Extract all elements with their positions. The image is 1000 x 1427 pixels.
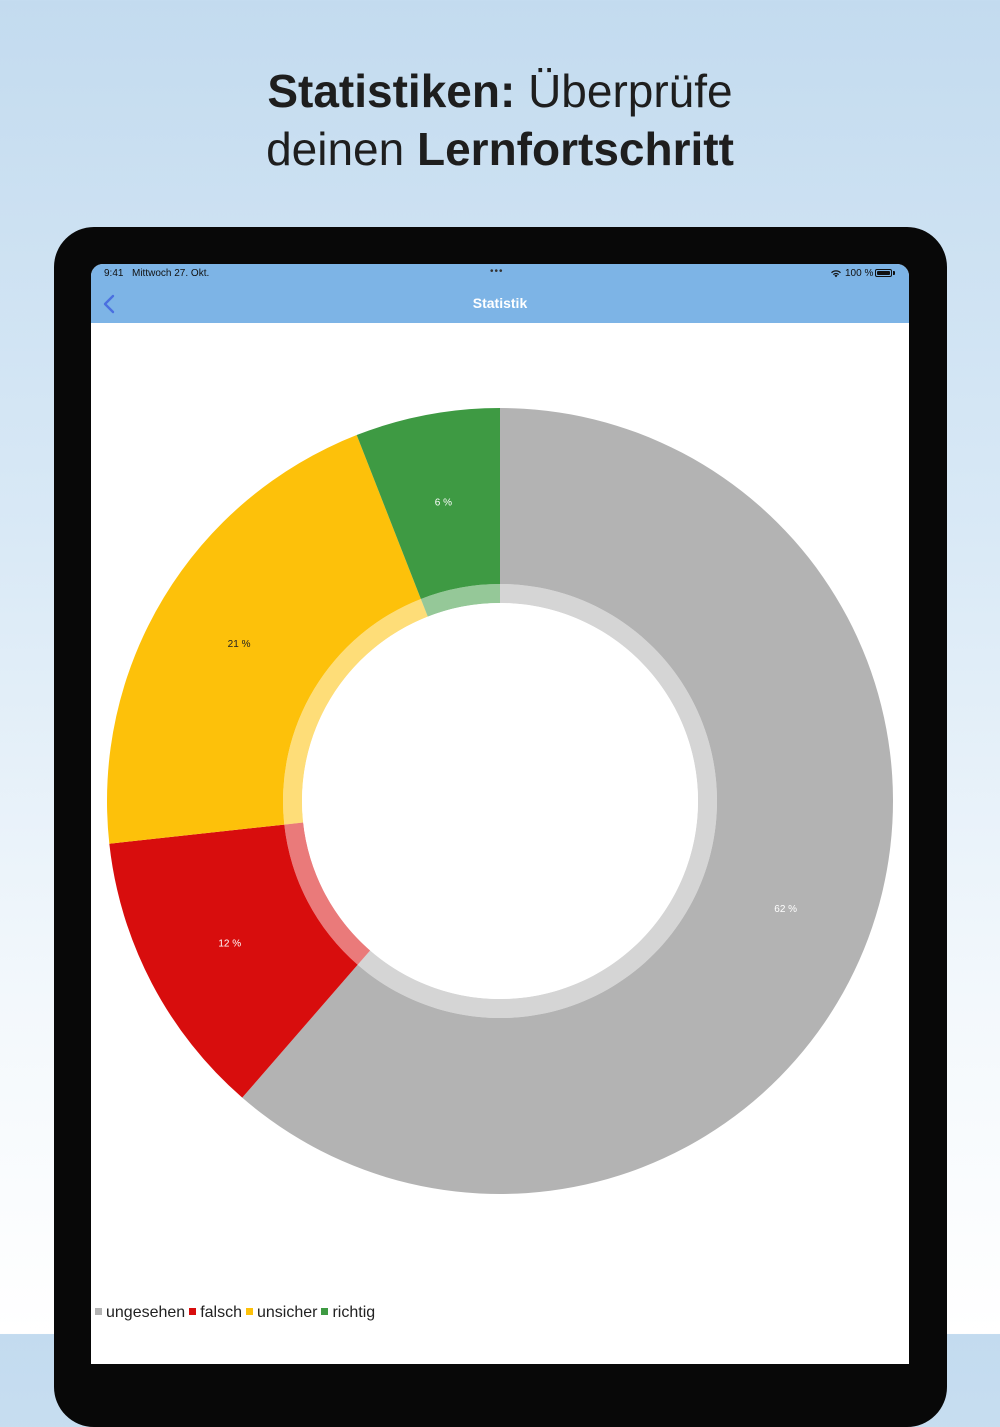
battery-icon bbox=[875, 269, 892, 277]
legend-swatch bbox=[189, 1308, 197, 1315]
wifi-icon bbox=[831, 270, 841, 278]
page-title: Statistik bbox=[472, 295, 528, 311]
headline-text-2: deinen bbox=[266, 123, 417, 175]
app-screen: 9:41 Mittwoch 27. Okt. ••• 100 % Statist… bbox=[91, 264, 909, 1364]
headline: Statistiken: Überprüfe deinen Lernfortsc… bbox=[0, 62, 1000, 178]
legend-item-unsicher: unsicher bbox=[245, 1304, 318, 1322]
legend-swatch bbox=[95, 1308, 102, 1315]
headline-line-2: deinen Lernfortschritt bbox=[0, 120, 1000, 178]
slice-unsicher[interactable] bbox=[106, 435, 421, 844]
slice-label-ungesehen: 62 % bbox=[774, 904, 797, 915]
slice-falsch[interactable] bbox=[109, 824, 358, 1098]
slice-label-richtig: 6 % bbox=[435, 497, 452, 508]
headline-bold-2: Lernfortschritt bbox=[417, 123, 734, 175]
legend-swatch bbox=[245, 1308, 253, 1315]
legend-label: ungesehen bbox=[106, 1304, 186, 1321]
slice-inner-ring-unsicher bbox=[283, 598, 428, 825]
legend-label: falsch bbox=[200, 1304, 242, 1321]
slice-inner-ring-ungesehen bbox=[357, 584, 718, 1018]
donut-chart: 62 % 12 % 21 % 6 % bbox=[106, 408, 893, 1194]
legend-item-richtig: richtig bbox=[321, 1304, 375, 1322]
legend-label: unsicher bbox=[256, 1304, 318, 1321]
legend-item-falsch: falsch bbox=[189, 1304, 242, 1322]
status-time: 9:41 bbox=[104, 268, 124, 279]
headline-text-1: Überprüfe bbox=[515, 65, 733, 117]
status-bar: 9:41 Mittwoch 27. Okt. ••• 100 % bbox=[91, 264, 909, 284]
slice-richtig[interactable] bbox=[356, 408, 500, 599]
slice-label-unsicher: 21 % bbox=[228, 639, 251, 650]
chevron-left-icon[interactable] bbox=[99, 293, 121, 315]
slice-label-falsch: 12 % bbox=[218, 938, 241, 949]
donut-hole bbox=[302, 603, 698, 999]
status-date: Mittwoch 27. Okt. bbox=[132, 268, 210, 279]
headline-bold-1: Statistiken: bbox=[267, 65, 516, 117]
chart-legend: ungesehen falsch unsicher richtig bbox=[95, 1304, 379, 1322]
legend-item-ungesehen: ungesehen bbox=[95, 1304, 185, 1322]
slice-ungesehen[interactable] bbox=[242, 408, 893, 1194]
slice-inner-ring-falsch bbox=[284, 822, 371, 965]
headline-line-1: Statistiken: Überprüfe bbox=[0, 62, 1000, 120]
legend-label: richtig bbox=[332, 1304, 376, 1321]
slice-inner-ring-richtig bbox=[420, 584, 500, 617]
battery-percentage: 100 % bbox=[845, 268, 874, 279]
multitasking-dots-icon[interactable]: ••• bbox=[490, 266, 504, 277]
navigation-bar: Statistik bbox=[91, 284, 909, 323]
battery-tip bbox=[893, 271, 895, 275]
legend-swatch bbox=[321, 1308, 329, 1315]
